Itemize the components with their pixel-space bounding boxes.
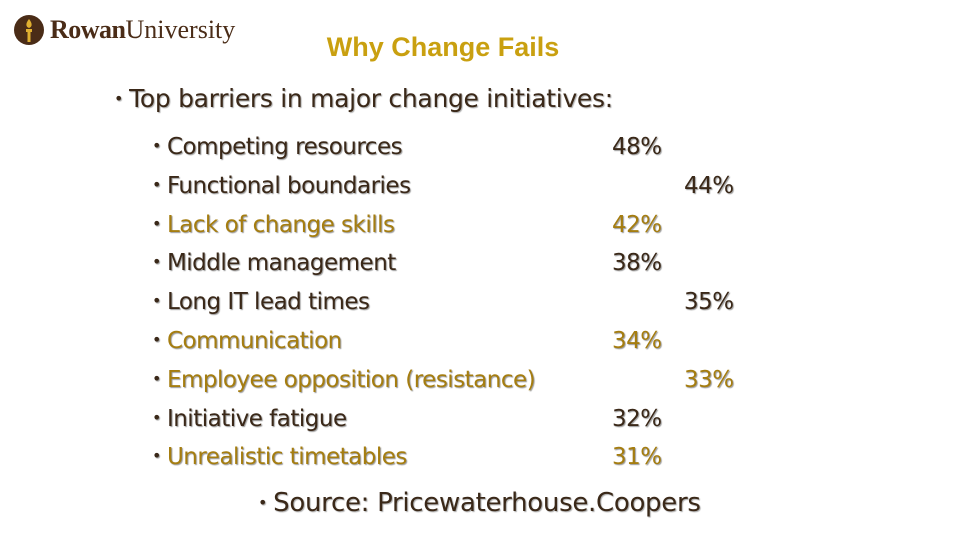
bullet: • [152, 446, 161, 466]
barrier-label: Middle management [166, 250, 396, 277]
barrier-item: • Communication [152, 328, 342, 354]
intro-text: Top barriers in major change initiatives… [129, 84, 613, 113]
bullet: • [152, 330, 161, 349]
barrier-item: • Unrealistic timetables [152, 444, 407, 470]
barrier-label: Competing resources [166, 134, 403, 160]
barrier-label: Unrealistic timetables [166, 444, 407, 471]
bullet: • [152, 252, 161, 272]
bullet: • [152, 136, 161, 155]
barrier-item: • Long IT lead times [152, 289, 370, 315]
barrier-item: • Employee opposition (resistance) [152, 366, 536, 393]
source: • Source: Pricewaterhouse.Coopers [258, 488, 701, 518]
logo-suffix: University [125, 15, 236, 44]
barrier-item: • Lack of change skills [152, 212, 395, 238]
barrier-label: Employee opposition (resistance) [166, 366, 536, 393]
bullet: • [152, 174, 161, 194]
barrier-label: Functional boundaries [166, 172, 411, 199]
barrier-percent: 31% [612, 444, 662, 471]
barrier-percent: 42% [612, 211, 662, 238]
bullet: • [152, 407, 161, 427]
bullet: • [152, 368, 161, 388]
barrier-percent: 33% [684, 366, 734, 393]
barrier-item: • Initiative fatigue [152, 406, 347, 432]
barrier-percent: 48% [612, 134, 662, 160]
bullet: • [152, 291, 161, 311]
logo: Rowan University [12, 12, 235, 48]
barrier-label: Long IT lead times [166, 289, 370, 316]
barrier-percent: 44% [684, 172, 734, 199]
torch-icon [14, 15, 44, 45]
barrier-item: • Functional boundaries [152, 173, 411, 199]
intro-bullet: • Top barriers in major change initiative… [114, 84, 613, 113]
logo-name: Rowan [50, 15, 126, 44]
barrier-item: • Middle management [152, 250, 396, 276]
barrier-percent: 35% [684, 289, 734, 316]
barrier-percent: 38% [612, 250, 662, 277]
barrier-item: • Competing resources [152, 134, 403, 160]
bullet: • [152, 213, 161, 233]
barrier-percent: 34% [612, 328, 662, 354]
barrier-label: Initiative fatigue [166, 405, 347, 432]
slide-title: Why Change Fails [326, 32, 560, 62]
barrier-percent: 32% [612, 405, 662, 432]
barrier-label: Lack of change skills [166, 211, 395, 238]
source-text: Source: Pricewaterhouse.Coopers [273, 488, 701, 518]
barrier-label: Communication [166, 328, 342, 354]
